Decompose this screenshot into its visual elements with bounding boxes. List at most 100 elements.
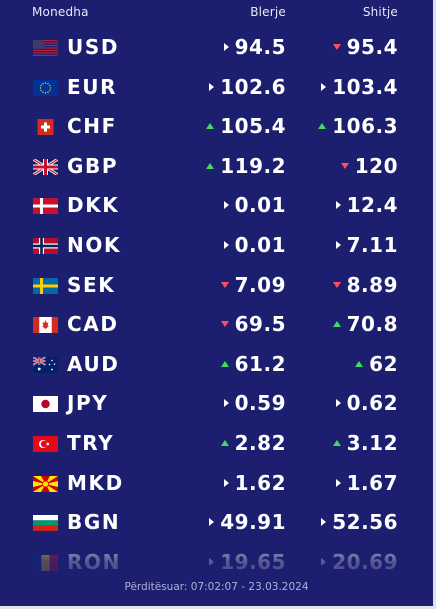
sell-rate-value: 106.3 bbox=[332, 114, 398, 139]
buy-rate-value: 105.4 bbox=[220, 114, 286, 139]
buy-rate-value: 7.09 bbox=[234, 272, 286, 297]
au-flag-icon bbox=[33, 356, 58, 373]
trend-flat-icon bbox=[335, 240, 341, 249]
mk-flag-icon bbox=[33, 475, 58, 492]
se-flag-icon bbox=[33, 277, 58, 294]
trend-up-icon bbox=[206, 162, 215, 169]
trend-down-icon bbox=[340, 162, 349, 169]
rate-row-bgn: BGN 49.91 52.56 bbox=[0, 503, 433, 543]
jp-flag-icon bbox=[33, 396, 58, 413]
trend-down-icon bbox=[220, 281, 229, 288]
buy-rate-value: 61.2 bbox=[234, 351, 286, 376]
currency-code: AUD bbox=[67, 351, 120, 376]
trend-up-icon bbox=[206, 123, 215, 130]
sell-rate-value: 20.69 bbox=[332, 549, 398, 574]
sell-rate-value: 0.62 bbox=[346, 391, 398, 416]
trend-flat-icon bbox=[209, 82, 215, 91]
rate-row-try: TRY 2.82 3.12 bbox=[0, 424, 433, 464]
currency-code: USD bbox=[67, 35, 120, 59]
buy-rate: 69.5 bbox=[220, 312, 286, 337]
currency-code: NOK bbox=[67, 232, 122, 257]
buy-rate: 119.2 bbox=[206, 154, 286, 178]
buy-rate: 94.5 bbox=[223, 35, 286, 59]
trend-up-icon bbox=[220, 439, 229, 446]
buy-rate-value: 19.65 bbox=[220, 549, 286, 574]
buy-rate-value: 49.91 bbox=[220, 510, 286, 535]
trend-flat-icon bbox=[223, 478, 229, 487]
buy-rate-value: 2.82 bbox=[234, 430, 286, 455]
buy-rate-value: 119.2 bbox=[220, 153, 286, 178]
trend-up-icon bbox=[355, 360, 364, 367]
sell-rate: 0.62 bbox=[335, 391, 398, 416]
gb-flag-icon bbox=[33, 158, 58, 175]
buy-rate-value: 94.5 bbox=[234, 35, 286, 59]
tr-flag-icon bbox=[33, 435, 58, 452]
currency-code: GBP bbox=[67, 153, 119, 178]
sell-rate-value: 52.56 bbox=[332, 510, 398, 535]
currency-code: RON bbox=[67, 549, 121, 574]
rate-row-ron: RON 19.65 20.69 bbox=[0, 543, 433, 583]
buy-rate: 0.01 bbox=[223, 193, 286, 218]
currency-code: CAD bbox=[67, 312, 119, 337]
column-header-currency: Monedha bbox=[32, 5, 89, 19]
sell-rate: 95.4 bbox=[332, 35, 398, 59]
rate-row-nok: NOK 0.01 7.11 bbox=[0, 226, 433, 266]
table-header: Monedha Blerje Shitje bbox=[0, 0, 433, 24]
trend-up-icon bbox=[332, 321, 341, 328]
buy-rate-value: 102.6 bbox=[220, 74, 286, 99]
rate-row-sek: SEK 7.09 8.89 bbox=[0, 266, 433, 306]
sell-rate-value: 70.8 bbox=[346, 312, 398, 337]
rate-row-usd: USD 94.5 95.4 bbox=[0, 28, 433, 68]
trend-flat-icon bbox=[223, 43, 229, 51]
buy-rate-value: 0.01 bbox=[234, 232, 286, 257]
rate-row-eur: EUR 102.6 103.4 bbox=[0, 68, 433, 108]
sell-rate: 12.4 bbox=[335, 193, 398, 218]
rate-row-dkk: DKK 0.01 12.4 bbox=[0, 186, 433, 226]
sell-rate-value: 12.4 bbox=[346, 193, 398, 218]
rate-row-mkd: MKD 1.62 1.67 bbox=[0, 464, 433, 504]
bg-flag-icon bbox=[33, 515, 58, 532]
sell-rate: 1.67 bbox=[335, 470, 398, 495]
rates-list: USD 94.5 95.4 EUR 102.6 103.4 CHF 105.4 106.3 GBP… bbox=[0, 28, 433, 582]
trend-flat-icon bbox=[223, 399, 229, 408]
buy-rate: 0.01 bbox=[223, 232, 286, 257]
sell-rate-value: 62 bbox=[369, 351, 398, 376]
rate-row-cad: CAD 69.5 70.8 bbox=[0, 305, 433, 345]
buy-rate-value: 0.01 bbox=[234, 193, 286, 218]
sell-rate-value: 7.11 bbox=[346, 232, 398, 257]
ro-flag-icon bbox=[33, 554, 58, 571]
currency-code: BGN bbox=[67, 510, 121, 535]
buy-rate: 0.59 bbox=[223, 391, 286, 415]
currency-code: CHF bbox=[67, 114, 117, 139]
currency-code: SEK bbox=[67, 272, 116, 297]
buy-rate: 61.2 bbox=[220, 351, 286, 376]
last-updated-text: Përditësuar: 07:02:07 - 23.03.2024 bbox=[124, 581, 309, 593]
currency-code: DKK bbox=[67, 193, 120, 218]
rate-row-chf: CHF 105.4 106.3 bbox=[0, 107, 433, 147]
buy-rate: 49.91 bbox=[209, 510, 286, 534]
buy-rate: 105.4 bbox=[206, 114, 286, 138]
sell-rate-value: 103.4 bbox=[332, 74, 398, 99]
trend-flat-icon bbox=[321, 82, 327, 91]
buy-rate-value: 1.62 bbox=[234, 470, 286, 495]
sell-rate-value: 8.89 bbox=[346, 272, 398, 297]
sell-rate: 120 bbox=[340, 154, 398, 178]
trend-down-icon bbox=[220, 321, 229, 328]
buy-rate: 7.09 bbox=[220, 272, 286, 297]
column-header-buy: Blerje bbox=[250, 5, 286, 19]
buy-rate: 19.65 bbox=[209, 550, 286, 574]
buy-rate-value: 69.5 bbox=[234, 312, 286, 337]
trend-flat-icon bbox=[321, 557, 327, 566]
currency-code: TRY bbox=[67, 430, 115, 455]
sell-rate: 3.12 bbox=[332, 431, 398, 455]
trend-flat-icon bbox=[335, 399, 341, 408]
trend-up-icon bbox=[318, 123, 327, 130]
ca-flag-icon bbox=[33, 317, 58, 334]
sell-rate-value: 1.67 bbox=[346, 470, 398, 495]
buy-rate: 102.6 bbox=[209, 75, 286, 99]
sell-rate: 103.4 bbox=[321, 75, 398, 99]
currency-code: MKD bbox=[67, 470, 124, 495]
sell-rate: 70.8 bbox=[332, 312, 398, 337]
sell-rate: 106.3 bbox=[318, 114, 398, 138]
